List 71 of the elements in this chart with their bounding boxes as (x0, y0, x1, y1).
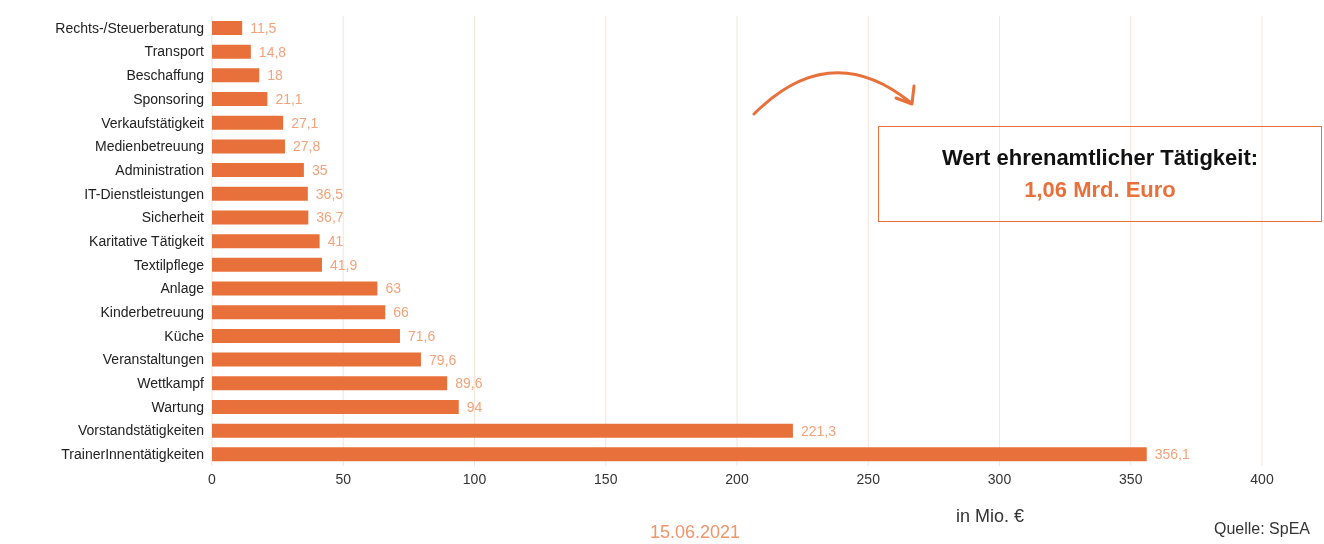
data-label: 89,6 (455, 375, 483, 392)
data-label: 36,7 (316, 209, 344, 226)
data-label: 79,6 (428, 351, 457, 368)
x-tick-label: 200 (725, 470, 749, 487)
y-tick-label: Beschaffung (126, 67, 204, 84)
data-label: 63 (385, 280, 402, 297)
data-label: 66 (393, 304, 410, 321)
y-tick-label: Rechts-/Steuerberatung (55, 19, 204, 36)
y-tick-label: Veranstaltungen (102, 351, 204, 368)
y-tick-label: Medienbetreuung (95, 138, 204, 155)
data-label: 94 (466, 398, 483, 415)
y-tick-label: Anlage (160, 280, 205, 297)
data-label: 18 (267, 67, 284, 84)
bar (212, 234, 320, 249)
bar (212, 328, 400, 343)
y-tick-label: TrainerInnentätigkeiten (61, 446, 204, 463)
y-tick-label: Kinderbetreuung (100, 304, 204, 321)
bar (212, 44, 251, 59)
bar (212, 92, 268, 107)
text: 15.06.2021 (648, 522, 742, 543)
bar (212, 281, 378, 296)
y-tick-label: Textilpflege (133, 256, 205, 273)
bar (212, 115, 284, 130)
bar (212, 423, 793, 438)
data-label: 14,8 (258, 43, 287, 60)
data-label: 356,1 (1154, 446, 1191, 463)
x-tick-label: 350 (1119, 470, 1143, 487)
y-tick-label: Transport (144, 43, 205, 60)
source-note: Quelle: SpEA (1213, 520, 1310, 538)
y-tick-label: Küche (164, 327, 205, 344)
y-tick-label: Verkaufstätigkeit (101, 114, 205, 131)
data-label: 27,1 (291, 114, 319, 131)
y-tick-label: Vorstandstätigkeiten (77, 422, 204, 439)
bar (212, 352, 421, 367)
data-label: 41 (327, 233, 344, 250)
bar (212, 210, 309, 225)
x-axis-title: in Mio. € (955, 506, 1025, 527)
bar (212, 186, 308, 201)
bar (212, 447, 1147, 462)
data-label: 35 (311, 162, 328, 179)
bar (212, 376, 448, 391)
x-tick-label: 150 (594, 470, 618, 487)
bar (212, 68, 260, 83)
bar (212, 305, 386, 320)
y-tick-label: Karitative Tätigkeit (89, 232, 205, 249)
bar (212, 21, 243, 35)
data-label: 21,1 (275, 91, 303, 108)
x-tick-label: 0 (208, 470, 217, 487)
y-tick-label: Wartung (151, 398, 204, 415)
bar (212, 163, 304, 178)
annotation: Wert ehrenamtlicher Tätigkeit: (940, 145, 1260, 171)
data-label: 41,9 (329, 256, 358, 273)
x-tick-label: 300 (987, 470, 1012, 487)
x-tick-label: 100 (462, 470, 487, 487)
bar (212, 399, 459, 414)
data-label: 36,5 (315, 185, 344, 202)
y-tick-label: Wettkampf (137, 375, 205, 392)
data-label: 27,8 (292, 138, 321, 155)
y-tick-label: IT-Dienstleistungen (84, 185, 204, 202)
data-label: 71,6 (407, 327, 436, 344)
y-tick-label: Sponsoring (133, 90, 204, 107)
x-tick-label: 50 (335, 470, 352, 487)
x-tick-label: 250 (856, 470, 881, 487)
y-tick-label: Sicherheit (141, 209, 205, 226)
data-label: 221,3 (800, 422, 837, 439)
data-label: 11,5 (250, 19, 277, 36)
bar (212, 139, 285, 154)
bar (212, 257, 322, 272)
x-tick-label: 400 (1250, 470, 1274, 487)
annotation: 1,06 Mrd. Euro (1023, 177, 1177, 203)
y-tick-label: Administration (115, 161, 204, 178)
